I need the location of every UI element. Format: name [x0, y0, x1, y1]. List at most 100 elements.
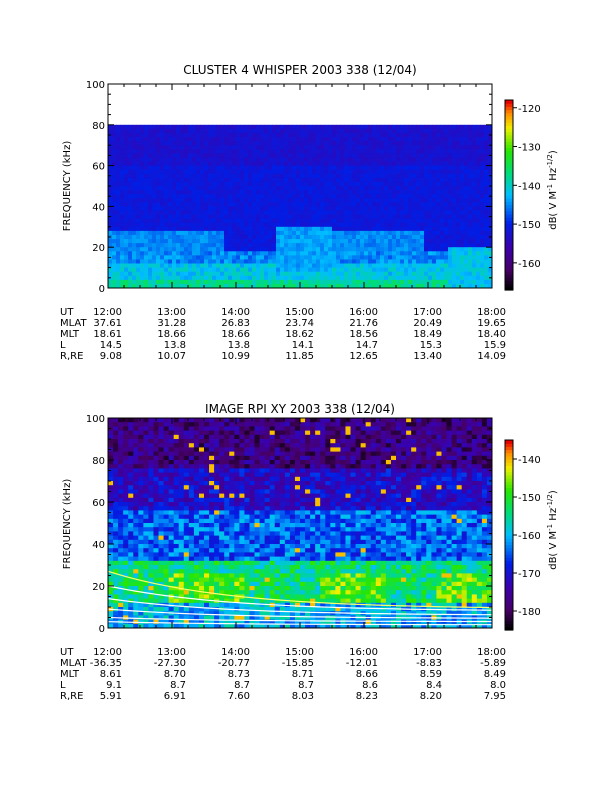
heatmap-cell — [344, 128, 349, 134]
heatmap-cell — [173, 577, 180, 583]
heatmap-cell — [176, 145, 181, 150]
heatmap-cell — [232, 206, 237, 211]
heatmap-cell — [320, 190, 325, 195]
heatmap-cell — [296, 132, 301, 138]
heatmap-cell — [392, 173, 397, 179]
heatmap-cell — [484, 243, 489, 248]
heatmap-cell — [240, 149, 245, 154]
heatmap-cell — [300, 181, 305, 187]
heatmap-cell — [232, 169, 237, 175]
heatmap-cell — [452, 181, 457, 187]
heatmap-cell — [276, 263, 281, 268]
heatmap-cell — [444, 259, 449, 264]
heatmap-cell — [248, 275, 253, 281]
heatmap-cell — [173, 510, 180, 515]
heatmap-cell — [128, 206, 133, 211]
heatmap-cell — [428, 218, 433, 224]
heatmap-cell — [192, 255, 197, 260]
heatmap-cell — [412, 128, 417, 134]
heatmap-cell — [272, 222, 277, 228]
heatmap-cell — [176, 198, 181, 203]
heatmap-cell — [228, 243, 233, 248]
heatmap-cell — [468, 141, 473, 146]
heatmap-cell — [148, 418, 154, 423]
heatmap-cell — [188, 594, 195, 599]
heatmap-cell — [328, 267, 333, 273]
colorbar-swatch — [505, 261, 513, 266]
heatmap-cell — [208, 279, 213, 285]
heatmap-cell — [143, 447, 149, 452]
heatmap-cell — [436, 157, 441, 162]
heatmap-cell — [420, 234, 425, 240]
heatmap-cell — [120, 173, 125, 179]
heatmap-cell — [392, 259, 397, 264]
heatmap-cell — [296, 279, 301, 285]
heatmap-cell — [388, 165, 393, 171]
heatmap-cell — [464, 267, 469, 273]
heatmap-cell — [183, 476, 190, 482]
colorbar-swatch — [505, 204, 513, 209]
heatmap-cell — [268, 275, 273, 281]
heatmap-cell — [244, 124, 249, 130]
heatmap-cell — [196, 153, 201, 158]
heatmap-cell — [344, 165, 349, 171]
heatmap-cell — [153, 539, 159, 545]
heatmap-cell — [224, 137, 229, 142]
heatmap-cell — [244, 181, 249, 187]
heatmap-cell — [216, 190, 221, 195]
heatmap-cell — [464, 206, 469, 211]
heatmap-cell — [364, 177, 369, 183]
heatmap-cell — [284, 255, 289, 260]
heatmap-cell — [184, 124, 189, 130]
heatmap-cell — [284, 202, 289, 207]
heatmap-cell — [328, 198, 333, 203]
heatmap-cell — [180, 149, 185, 154]
heatmap-cell — [260, 255, 265, 260]
heatmap-cell — [448, 173, 453, 179]
heatmap-cell — [256, 202, 261, 207]
heatmap-cell — [280, 149, 285, 154]
heatmap-cell — [376, 206, 381, 211]
heatmap-cell — [448, 283, 453, 289]
heatmap-cell — [364, 161, 369, 166]
heatmap-cell — [158, 497, 164, 503]
heatmap-cell — [143, 586, 149, 591]
heatmap-cell — [352, 239, 357, 244]
heatmap-cell — [120, 234, 125, 240]
heatmap-cell — [113, 586, 119, 591]
heatmap-cell — [236, 128, 241, 134]
heatmap-cell — [208, 141, 213, 146]
heatmap-cell — [276, 267, 281, 273]
heatmap-cell — [292, 255, 297, 260]
heatmap-cell — [148, 255, 153, 260]
heatmap-cell — [208, 169, 213, 175]
heatmap-cell — [118, 560, 124, 566]
heatmap-cell — [124, 206, 129, 211]
heatmap-cell — [408, 259, 413, 264]
heatmap-cell — [173, 619, 180, 625]
heatmap-cell — [113, 527, 119, 532]
heatmap-cell — [156, 279, 161, 285]
heatmap-cell — [173, 514, 180, 520]
heatmap-cell — [120, 165, 125, 171]
heatmap-cell — [348, 161, 353, 166]
heatmap-cell — [128, 218, 133, 224]
heatmap-cell — [292, 124, 297, 130]
heatmap-cell — [148, 510, 154, 515]
heatmap-cell — [144, 222, 149, 228]
heatmap-cell — [153, 514, 159, 520]
heatmap-cell — [118, 460, 124, 465]
heatmap-cell — [364, 145, 369, 150]
heatmap-cell — [148, 472, 154, 478]
heatmap-cell — [424, 153, 429, 158]
heatmap-cell — [288, 214, 293, 220]
heatmap-cell — [178, 489, 185, 494]
heatmap-cell — [324, 218, 329, 224]
heatmap-cell — [280, 157, 285, 162]
heatmap-cell — [148, 518, 154, 524]
heatmap-cell — [198, 552, 205, 557]
heatmap-cell — [432, 247, 437, 252]
heatmap-cell — [300, 177, 305, 183]
heatmap-cell — [276, 169, 281, 175]
heatmap-cell — [160, 128, 165, 134]
